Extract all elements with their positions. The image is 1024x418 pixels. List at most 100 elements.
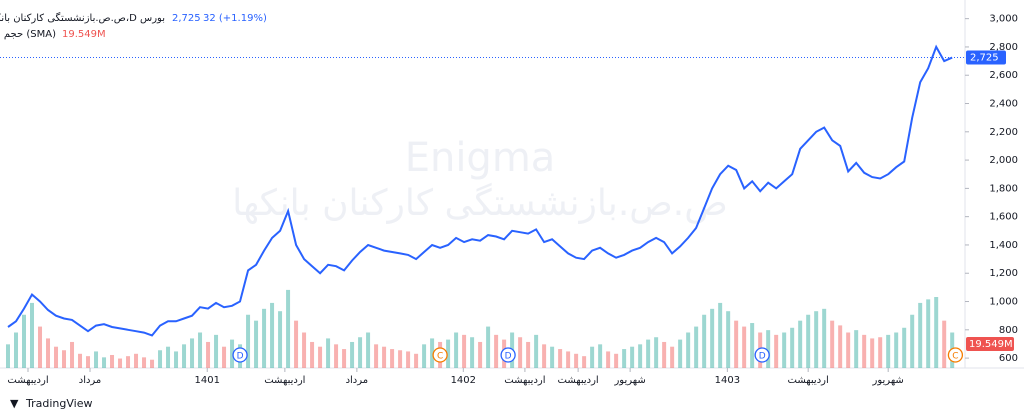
volume-bar [694,326,699,368]
volume-bar [734,320,739,368]
volume-bar [350,341,355,368]
volume-bar [486,326,491,368]
watermark: ص.ص.بازنشستگی کارکنان بانکها [232,182,728,224]
volume-bar [910,314,915,368]
volume-bar [854,330,859,368]
volume-bar [686,332,691,368]
volume-bar [262,308,267,368]
volume-bar [30,302,35,368]
legend-value: 2,725 [172,13,201,24]
brand-logo[interactable]: ▼ [10,397,19,410]
volume-bar [382,346,387,368]
volume-bar [670,346,675,368]
event-marker [947,347,964,363]
y-tick-label: 1,800 [989,183,1018,194]
volume-bar [614,353,619,368]
volume-bar [590,346,595,368]
y-tick-label: 2,200 [989,127,1018,138]
y-tick-label: 600 [999,353,1018,364]
volume-bar [774,334,779,368]
volume-bar [14,332,19,368]
y-tick-label: 1,200 [989,268,1018,279]
volume-bar [38,326,43,368]
x-tick-label: 1401 [195,375,220,386]
volume-bar [518,337,523,368]
volume-bar [814,311,819,368]
volume-bar [846,332,851,368]
volume-axis-label: 19.549M [969,339,1013,350]
volume-bar [718,302,723,368]
volume-bar [750,323,755,368]
x-tick-label: شهریور [613,375,645,386]
volume-bar [214,334,219,368]
volume-bar [334,344,339,368]
volume-bar [390,349,395,368]
volume-bar [470,337,475,368]
x-tick-label: اردیبهشت [504,375,545,386]
volume-bar [46,338,51,368]
x-tick-label: اردیبهشت [7,375,48,386]
volume-bar [326,338,331,368]
volume-bar [182,344,187,368]
y-tick-label: 800 [999,325,1018,336]
volume-bar [710,308,715,368]
volume-bar [662,341,667,368]
event-marker [432,347,448,363]
brand[interactable]: TradingView [25,397,92,410]
volume-bar [246,314,251,368]
event-label: D [759,352,766,362]
volume-bar [190,338,195,368]
volume-bar [358,337,363,368]
volume-title: حجم (SMA) [4,29,56,40]
volume-bar [798,320,803,368]
volume-bar [918,302,923,368]
volume-bar [414,353,419,368]
volume-bar [926,299,931,368]
watermark: Enigma [405,135,556,181]
x-tick-label: 1403 [715,375,740,386]
volume-bar [366,332,371,368]
volume-bar [622,349,627,368]
volume-bar [398,350,403,368]
volume-bar [94,351,99,368]
volume-bar [598,344,603,368]
x-tick-label: شهریور [872,375,904,386]
volume-bar [430,338,435,368]
volume-bar [422,344,427,368]
volume-bar [454,332,459,368]
volume-bar [822,308,827,368]
volume-bar [942,320,947,368]
y-tick-label: 1,600 [989,212,1018,223]
x-tick-label: مرداد [346,375,369,386]
volume-bar [878,337,883,368]
volume-value: 19.549M [62,29,106,40]
event-label: C [952,352,958,362]
volume-bar [870,338,875,368]
volume-bar [654,337,659,368]
volume-bar [630,346,635,368]
volume-bar [302,332,307,368]
volume-bar [142,357,147,368]
volume-bar [574,353,579,368]
x-tick-label: اردیبهشت [264,375,305,386]
volume-bar [230,339,235,368]
event-marker [232,347,248,363]
y-tick-label: 3,000 [989,14,1018,25]
volume-bar [342,349,347,368]
x-tick-label: اردیبهشت [788,375,829,386]
volume-bar [494,334,499,368]
volume-bar [838,325,843,368]
volume-bar [726,311,731,368]
volume-bar [606,351,611,368]
volume-bar [526,341,531,368]
volume-bar [550,346,555,368]
volume-box [966,337,1014,351]
volume-bar [134,353,139,368]
volume-bar [542,344,547,368]
volume-bar [534,334,539,368]
volume-bar [270,302,275,368]
volume-bar [558,349,563,368]
volume-bar [934,297,939,368]
volume-bar [158,350,163,368]
